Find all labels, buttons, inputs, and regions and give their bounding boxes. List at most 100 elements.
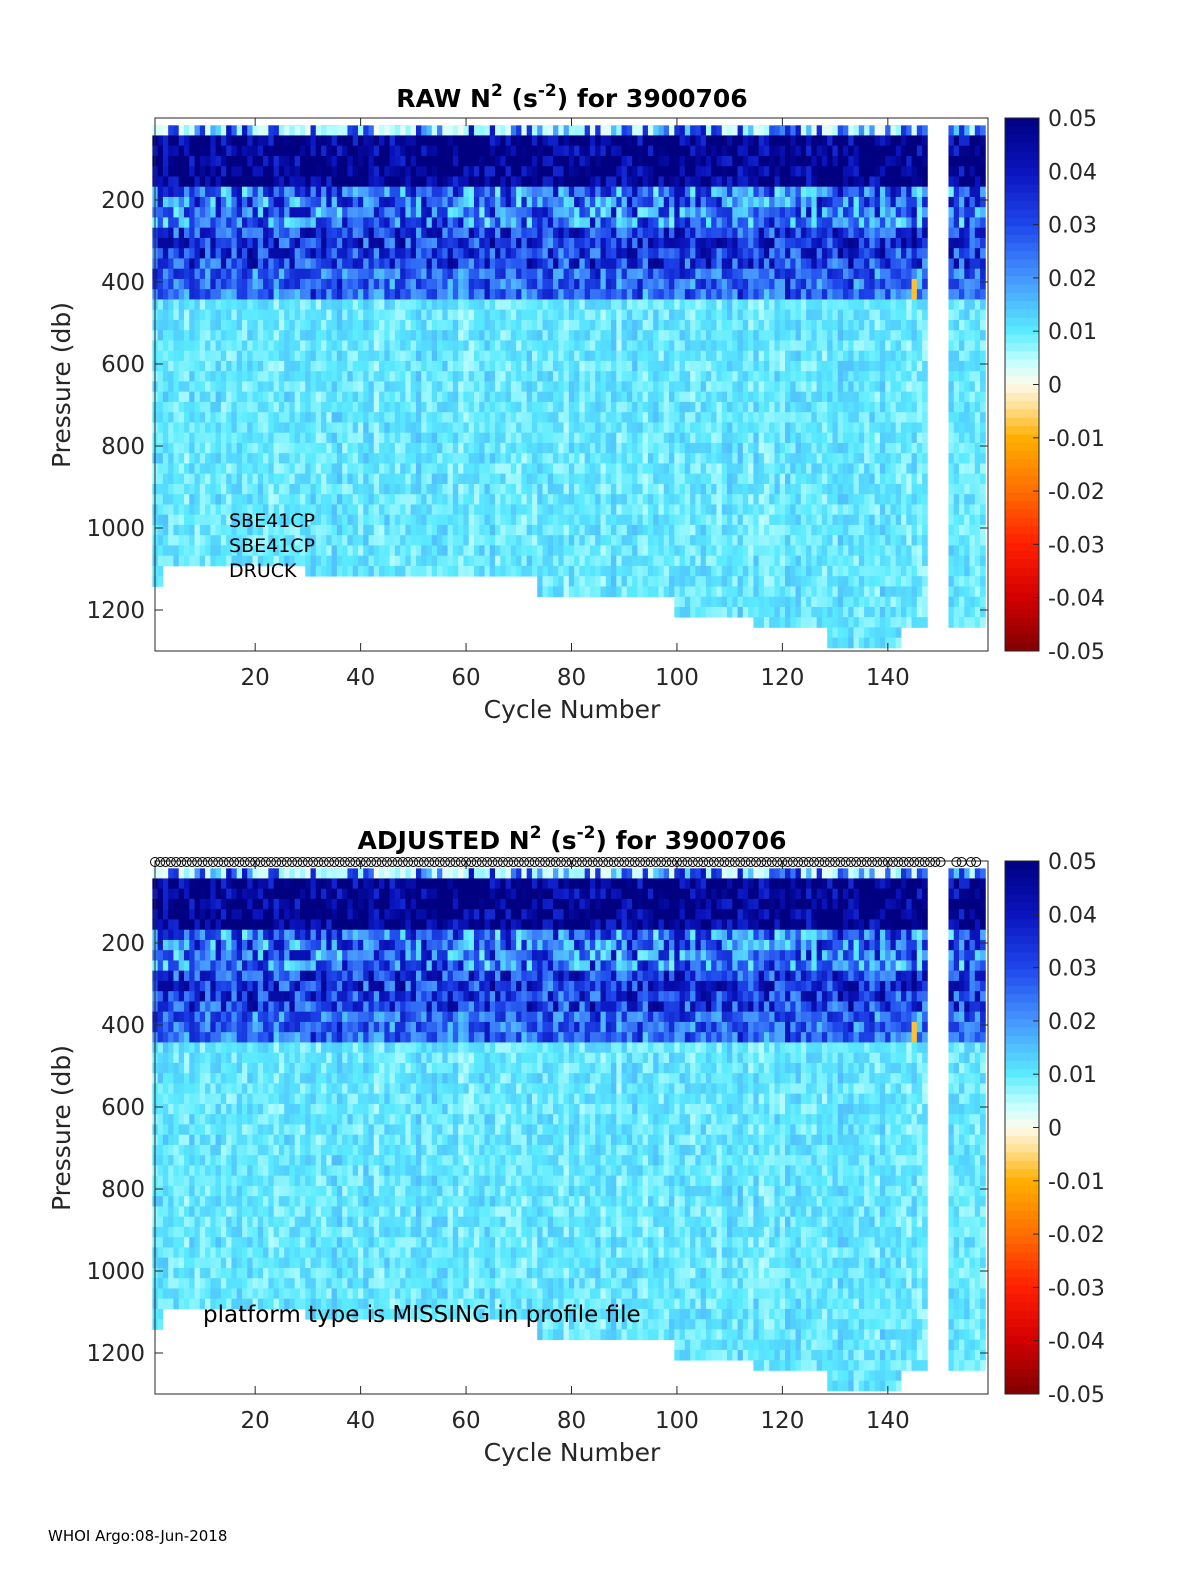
- heatmap-cell: [553, 217, 559, 229]
- heatmap-cell: [495, 350, 501, 362]
- heatmap-cell: [342, 565, 348, 577]
- heatmap-cell: [321, 299, 327, 311]
- heatmap-cell: [563, 217, 570, 229]
- heatmap-cell: [173, 401, 180, 413]
- heatmap-cell: [437, 453, 443, 464]
- heatmap-cell: [642, 186, 649, 198]
- heatmap-cell: [642, 289, 649, 300]
- heatmap-cell: [215, 176, 222, 188]
- heatmap-cell: [579, 350, 586, 362]
- heatmap-cell: [621, 494, 628, 505]
- heatmap-cell: [299, 299, 306, 311]
- heatmap-cell: [553, 258, 559, 270]
- heatmap-cell: [537, 514, 543, 526]
- heatmap-cell: [273, 145, 280, 157]
- heatmap-cell: [463, 125, 470, 136]
- heatmap-cell: [721, 586, 728, 598]
- heatmap-cell: [315, 166, 322, 177]
- heatmap-cell: [215, 155, 222, 167]
- heatmap-cell: [642, 473, 649, 485]
- heatmap-cell: [510, 217, 517, 229]
- heatmap-cell: [684, 381, 691, 393]
- heatmap-cell: [605, 360, 612, 372]
- heatmap-cell: [157, 545, 164, 557]
- heatmap-cell: [257, 422, 264, 434]
- heatmap-cell: [178, 166, 185, 177]
- heatmap-cell: [505, 268, 512, 280]
- heatmap-cell: [220, 412, 227, 423]
- heatmap-cell: [199, 524, 206, 536]
- heatmap-cell: [379, 494, 385, 505]
- heatmap-cell: [563, 473, 570, 485]
- heatmap-cell: [595, 371, 601, 382]
- heatmap-cell: [684, 371, 691, 382]
- heatmap-cell: [310, 412, 317, 423]
- heatmap-cell: [579, 463, 586, 475]
- heatmap-cell: [505, 166, 512, 177]
- heatmap-cell: [331, 258, 338, 270]
- heatmap-cell: [568, 514, 575, 526]
- heatmap-cell: [647, 576, 654, 587]
- heatmap-cell: [626, 412, 633, 423]
- heatmap-cell: [173, 494, 180, 505]
- heatmap-cell: [705, 125, 712, 136]
- heatmap-cell: [294, 555, 301, 567]
- heatmap-cell: [268, 381, 275, 393]
- heatmap-cell: [373, 535, 380, 546]
- heatmap-cell: [336, 401, 343, 413]
- heatmap-cell: [273, 350, 280, 362]
- heatmap-cell: [563, 514, 570, 526]
- heatmap-cell: [162, 412, 169, 423]
- heatmap-cell: [226, 535, 232, 546]
- heatmap-cell: [405, 483, 412, 495]
- heatmap-cell: [273, 340, 280, 352]
- heatmap-cell: [695, 576, 702, 587]
- heatmap-cell: [437, 125, 443, 136]
- heatmap-cell: [642, 381, 649, 393]
- heatmap-cell: [415, 340, 422, 352]
- heatmap-cell: [178, 494, 185, 505]
- heatmap-cell: [716, 586, 723, 598]
- heatmap-cell: [463, 145, 470, 157]
- heatmap-cell: [605, 186, 612, 198]
- heatmap-cell: [505, 289, 512, 300]
- heatmap-cell: [168, 442, 174, 454]
- heatmap-cell: [379, 412, 385, 423]
- heatmap-cell: [468, 401, 475, 413]
- heatmap-cell: [178, 535, 185, 546]
- heatmap-cell: [589, 340, 596, 352]
- heatmap-cell: [389, 401, 396, 413]
- heatmap-cell: [716, 381, 723, 393]
- heatmap-cell: [484, 565, 491, 577]
- heatmap-cell: [663, 586, 670, 598]
- heatmap-cell: [579, 125, 586, 136]
- heatmap-cell: [526, 155, 533, 167]
- heatmap-cell: [247, 135, 253, 147]
- heatmap-cell: [679, 453, 686, 464]
- heatmap-cell: [721, 442, 728, 454]
- heatmap-cell: [653, 545, 659, 557]
- heatmap-cell: [674, 483, 680, 495]
- heatmap-cell: [421, 278, 427, 290]
- heatmap-cell: [611, 278, 617, 290]
- heatmap-cell: [400, 412, 406, 423]
- heatmap-cell: [189, 176, 195, 188]
- heatmap-cell: [194, 227, 201, 239]
- heatmap-cell: [463, 412, 470, 423]
- heatmap-cell: [315, 412, 322, 423]
- heatmap-cell: [542, 299, 549, 311]
- heatmap-cell: [257, 350, 264, 362]
- heatmap-cell: [500, 514, 506, 526]
- heatmap-cell: [289, 422, 296, 434]
- heatmap-cell: [173, 350, 180, 362]
- heatmap-cell: [236, 309, 243, 321]
- heatmap-cell: [342, 514, 348, 526]
- heatmap-cell: [600, 155, 607, 167]
- heatmap-cell: [642, 545, 649, 557]
- heatmap-cell: [442, 217, 448, 229]
- heatmap-cell: [352, 535, 359, 546]
- heatmap-cell: [410, 258, 417, 270]
- heatmap-cell: [305, 166, 311, 177]
- heatmap-cell: [579, 155, 586, 167]
- heatmap-cell: [616, 535, 622, 546]
